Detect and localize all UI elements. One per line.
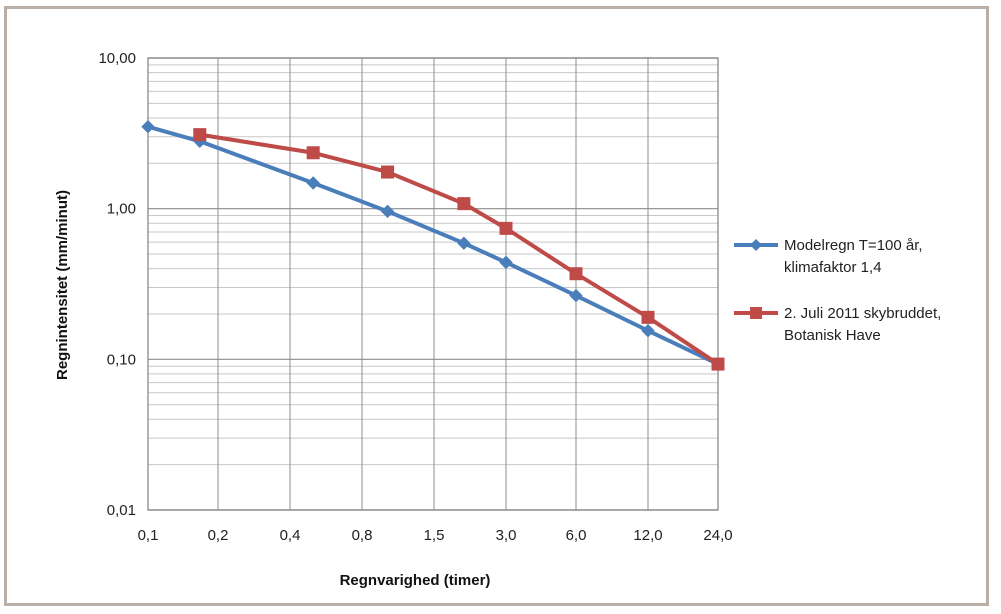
series-2-marker [711, 357, 725, 371]
legend: Modelregn T=100 år, klimafaktor 1,4 2. Jul… [734, 237, 941, 344]
y-axis-title: Regnintensitet (mm/minut) [54, 190, 71, 380]
series-1-marker [457, 236, 471, 250]
y-tick-label: 0,01 [107, 502, 136, 519]
x-tick-label: 6,0 [566, 527, 587, 544]
x-tick-label: 3,0 [496, 527, 517, 544]
y-tick-label: 0,10 [107, 351, 136, 368]
major-gridlines [147, 57, 719, 511]
legend-marker-2 [750, 307, 762, 319]
series-1-marker [569, 288, 583, 303]
series-2-marker [381, 165, 395, 179]
x-axis-tick-labels: 0,1 0,2 0,4 0,8 1,5 3,0 6,0 12,0 24,0 [138, 527, 733, 544]
series-2-marker [306, 146, 320, 160]
chart-frame [4, 6, 989, 606]
series-1-marker [141, 119, 155, 134]
minor-gridlines [148, 64, 718, 466]
series-2-marker [499, 221, 513, 235]
series-1-marker [306, 176, 320, 190]
series-1-marker [380, 204, 395, 219]
series-line-2 [197, 132, 720, 367]
legend-label-line: Modelregn T=100 år, [784, 237, 923, 254]
y-tick-label: 1,00 [107, 201, 136, 218]
x-tick-label: 0,8 [352, 527, 373, 544]
series-1-marker [641, 323, 655, 338]
series-layer [141, 119, 725, 371]
x-tick-label: 0,2 [208, 527, 229, 544]
x-tick-label: 24,0 [703, 527, 732, 544]
series-2-marker [193, 128, 207, 142]
x-tick-label: 12,0 [633, 527, 662, 544]
legend-label-line: klimafaktor 1,4 [784, 259, 882, 276]
series-2-marker [641, 310, 655, 324]
legend-label-line: 2. Juli 2011 skybruddet, [784, 305, 941, 322]
x-axis-title: Regnvarighed (timer) [340, 572, 491, 589]
plot-area-border [147, 57, 719, 511]
legend-marker-1 [750, 239, 762, 251]
series-2-marker [457, 197, 471, 211]
x-tick-label: 0,1 [138, 527, 159, 544]
y-axis-tick-labels: 10,00 1,00 0,10 0,01 [98, 50, 136, 519]
legend-label-2: 2. Juli 2011 skybruddet, Botanisk Have [784, 305, 941, 344]
legend-label-1: Modelregn T=100 år, klimafaktor 1,4 [784, 237, 923, 276]
legend-label-line: Botanisk Have [784, 327, 881, 344]
series-2-marker [569, 267, 583, 281]
series-line-1 [146, 124, 720, 367]
x-tick-label: 0,4 [280, 527, 301, 544]
series-1-marker [499, 255, 513, 270]
y-tick-label: 10,00 [98, 50, 136, 67]
x-tick-label: 1,5 [424, 527, 445, 544]
